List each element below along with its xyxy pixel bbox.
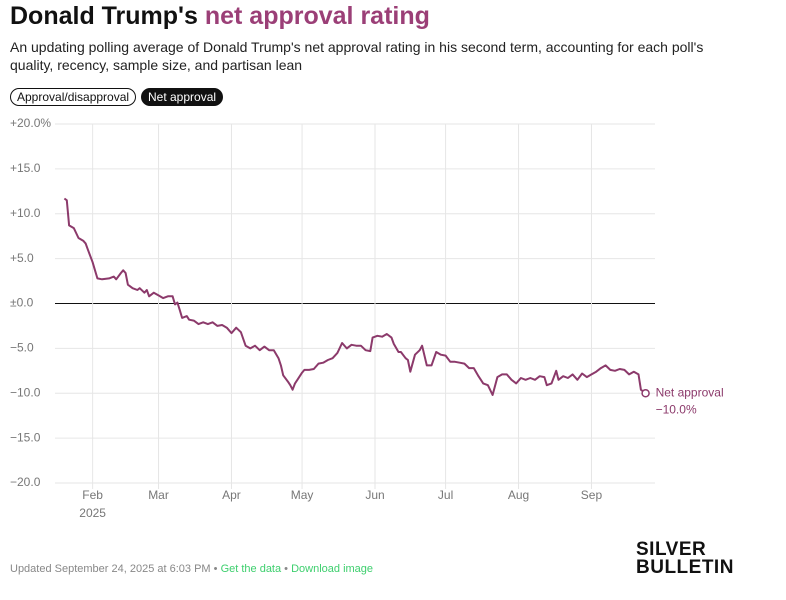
subtitle: An updating polling average of Donald Tr… [10,39,704,73]
download-link[interactable]: Download image [291,563,374,575]
y-tick-label: −20.0 [10,475,41,489]
title-plain: Donald Trump's [10,2,198,30]
x-tick-label: Sep [581,488,603,502]
x-tick-label: Apr [222,488,241,502]
x-tick-label: Jul [438,488,453,502]
x-tick-label: Feb [82,488,103,502]
y-tick-label: −5.0 [10,341,34,355]
x-tick-label: Mar [148,488,169,502]
x-tick-label: Jun [365,488,384,502]
logo-line: SILVER [636,539,707,560]
line [63,197,647,396]
y-tick-label: −15.0 [10,430,41,444]
toggle-button[interactable]: Net approval [141,88,224,106]
x-tick-label: Aug [508,488,529,502]
end-value-label: −10.0% [656,402,697,416]
title: Donald Trump's net approval rating [10,2,430,31]
y-tick-label: +10.0 [10,206,41,220]
end-name-label: Net approval [656,385,724,399]
logo: SILVER BULLETIN [636,539,734,578]
x-year-label: 2025 [79,506,106,520]
y-tick-label: ±0.0 [10,296,34,310]
chart: +20.0% +15.0 +10.0 +5.0 ±0.0 −5.0 −10.0 −15.0 −2… [10,116,724,520]
y-tick-label: −10.0 [10,385,41,399]
toggle-button[interactable]: Approval/disapproval [10,88,137,106]
get-data-link[interactable]: Get the data [220,563,282,575]
y-tick-label: +5.0 [10,251,34,265]
title-highlight: net approval rating [204,2,430,30]
updated-text: Updated September 24, 2025 at 6:03 PM • [10,563,218,575]
end-point [641,389,650,398]
footer: Updated September 24, 2025 at 6:03 PM • … [10,563,373,575]
y-tick-label: +15.0 [10,161,41,175]
separator: • [284,563,289,575]
logo-line: BULLETIN [636,557,734,578]
x-tick-label: May [291,488,314,502]
y-tick-label: +20.0% [10,116,51,130]
